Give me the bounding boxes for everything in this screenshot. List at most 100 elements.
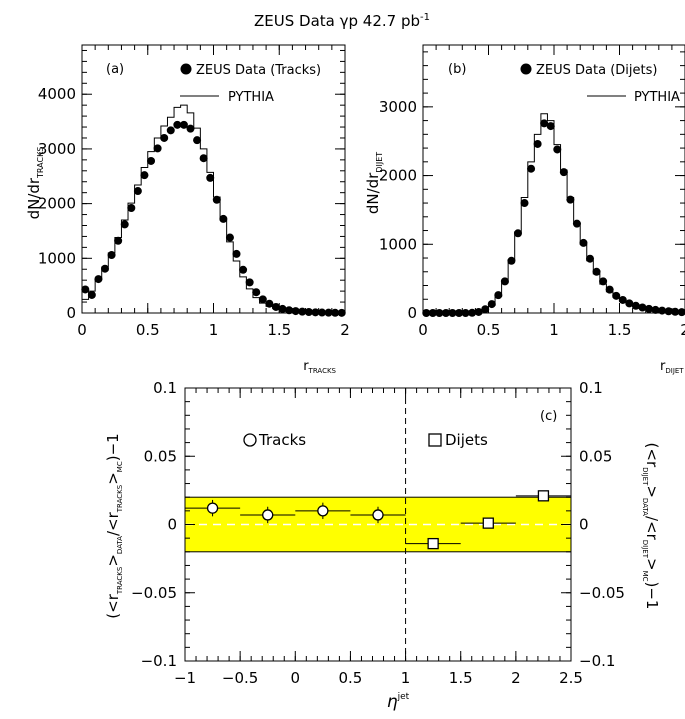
data-point xyxy=(246,278,254,286)
tracks-point xyxy=(263,510,273,520)
ylabel-right-sub: DIJET xyxy=(641,467,649,486)
x-tick-label: 1.5 xyxy=(267,321,291,339)
ylabel-left-part: > xyxy=(104,554,122,567)
data-point xyxy=(193,136,201,144)
data-point xyxy=(259,295,267,303)
ylabel-right-part: (<r xyxy=(643,443,661,468)
dijets-point xyxy=(428,539,438,549)
y-tick-label-right: 0 xyxy=(579,516,589,534)
data-point xyxy=(239,266,247,274)
panel-a-tracks: (a) 0 0.5 1 1.5 2 0 1000 2000 3000 4000 ZEUS Data… xyxy=(25,45,350,375)
panel-b-data-points xyxy=(422,119,685,317)
x-tick-label: 2 xyxy=(680,321,685,339)
panel-b-dijets: (b) 0 0.5 1 1.5 2 0 1000 2000 3000 ZEUS Data (Di… xyxy=(364,45,685,375)
panel-c-legend-tracks-label: Tracks xyxy=(258,431,306,449)
x-tick-label: −1 xyxy=(174,669,196,687)
data-point xyxy=(121,220,129,228)
ylabel-left-part: )−1 xyxy=(104,433,122,461)
ylabel-left-part: /<r xyxy=(104,511,122,536)
data-point xyxy=(560,168,568,176)
x-tick-label: 2.5 xyxy=(559,669,583,687)
y-tick-label-right: −0.05 xyxy=(579,584,625,602)
y-tick-label-left: 0.1 xyxy=(153,379,177,397)
data-point xyxy=(566,196,574,204)
data-point xyxy=(88,291,96,299)
y-tick-label-left: 0 xyxy=(167,516,177,534)
panel-c-ratio: (c) −1 −0.5 0 0.5 1 1.5 2 2.5−0.1 −0.1−0.05 −0.05… xyxy=(104,379,661,712)
ylabel-left-sub: MC xyxy=(116,461,124,472)
panel-b-legend-data-label: ZEUS Data (Dijets) xyxy=(536,63,657,78)
x-tick-label: 2 xyxy=(340,321,350,339)
data-point xyxy=(579,239,587,247)
data-point xyxy=(521,199,529,207)
data-point xyxy=(593,268,601,276)
panel-a-pythia-histogram xyxy=(82,105,345,313)
panel-c-label: (c) xyxy=(540,409,557,424)
ylabel-right-sub: MC xyxy=(641,571,649,582)
x-tick-label: 0 xyxy=(291,669,301,687)
data-point xyxy=(507,257,515,265)
panel-a-legend-data-label: ZEUS Data (Tracks) xyxy=(196,63,321,78)
panel-b-frame xyxy=(423,45,685,313)
tracks-point xyxy=(373,510,383,520)
x-tick-label: 1.5 xyxy=(608,321,632,339)
panel-a-label: (a) xyxy=(106,62,124,77)
x-tick-label: 1 xyxy=(209,321,219,339)
figure-title-main: ZEUS Data γp 42.7 pb xyxy=(254,12,420,30)
ylabel-left-sub: DATA xyxy=(116,536,124,554)
panel-b-y-axis-title: dN/drDIJET xyxy=(364,152,384,214)
y-tick-label-left: −0.05 xyxy=(131,584,177,602)
data-point xyxy=(586,255,594,263)
data-point xyxy=(599,277,607,285)
figure-title-exponent: -1 xyxy=(420,12,430,23)
tracks-point xyxy=(318,506,328,516)
data-point xyxy=(167,126,175,134)
panel-a-y-axis-title-sub: TRACKS xyxy=(36,147,45,179)
x-tick-label: 1 xyxy=(401,669,411,687)
x-tick-label: 0 xyxy=(418,321,428,339)
data-point xyxy=(154,144,162,152)
ylabel-right-sub: DATA xyxy=(641,498,649,516)
data-point xyxy=(160,134,168,142)
y-tick-label: 0 xyxy=(66,304,76,322)
y-tick-label-left: −0.1 xyxy=(141,652,177,670)
data-point xyxy=(140,171,148,179)
panel-a-x-axis-title-sub: TRACKS xyxy=(308,367,337,375)
panel-a-data-points xyxy=(81,121,345,317)
ylabel-left-part: > xyxy=(104,472,122,485)
y-tick-label-left: 0.05 xyxy=(144,447,177,465)
panel-c-y-axis-title-left: (<rTRACKS>DATA/<rTRACKS>MC)−1 xyxy=(104,433,124,618)
panel-a-legend-mc-label: PYTHIA xyxy=(228,90,274,105)
ylabel-right-sub: DIJET xyxy=(641,540,649,559)
ylabel-left-sub: TRACKS xyxy=(116,566,124,595)
data-point xyxy=(534,140,542,148)
y-tick-label: 0 xyxy=(407,304,417,322)
x-tick-label: 0.5 xyxy=(477,321,501,339)
y-tick-label-right: 0.05 xyxy=(579,447,612,465)
x-tick-label: 0.5 xyxy=(136,321,160,339)
x-tick-label: 0 xyxy=(77,321,87,339)
data-point xyxy=(213,196,221,204)
y-tick-label: 2000 xyxy=(379,167,417,185)
panel-b-legend-mc-label: PYTHIA xyxy=(634,90,680,105)
panel-c-y-axis-title-right: (<rDIJET>DATA/<rDIJET>MC)−1 xyxy=(641,443,661,610)
data-point xyxy=(514,229,522,237)
data-point xyxy=(134,187,142,195)
data-point xyxy=(481,305,489,313)
data-point xyxy=(233,250,241,258)
data-point xyxy=(219,215,227,223)
x-tick-label: 0.5 xyxy=(338,669,362,687)
panel-b-y-axis-title-main: dN/dr xyxy=(364,172,382,214)
panel-c-x-axis-title-main: η xyxy=(387,692,398,712)
data-point xyxy=(114,237,122,245)
y-tick-label: 1000 xyxy=(38,249,76,267)
dijets-point xyxy=(538,491,548,501)
ylabel-right-part: > xyxy=(643,558,661,571)
tracks-point xyxy=(208,503,218,513)
panel-a-y-axis-title: dN/drTRACKS xyxy=(25,147,45,220)
data-point xyxy=(527,165,535,173)
data-point xyxy=(81,285,89,293)
data-point xyxy=(573,220,581,228)
y-tick-label: 4000 xyxy=(38,85,76,103)
